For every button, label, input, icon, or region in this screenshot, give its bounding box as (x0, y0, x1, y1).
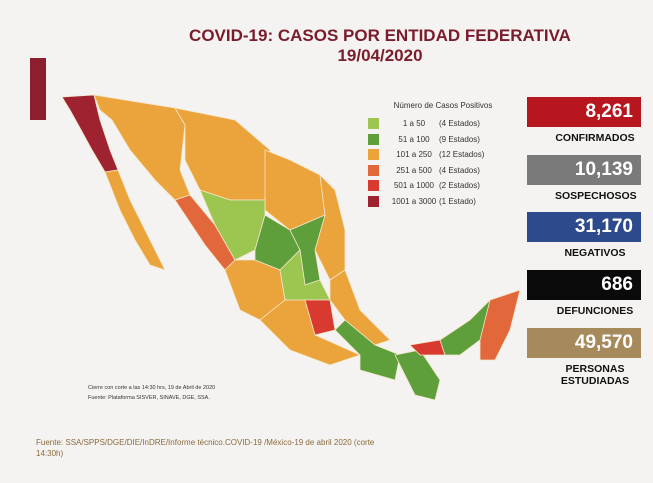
legend-count: (9 Estados) (439, 134, 480, 144)
legend-swatch (368, 195, 379, 207)
state (104, 169, 166, 271)
legend-swatch (368, 164, 379, 176)
title: COVID-19: CASOS POR ENTIDAD FEDERATIVA (189, 26, 571, 45)
legend-count: (2 Estados) (439, 181, 480, 191)
note: Fuente: Plataforma SISVER, SINAVE, DGE, … (88, 395, 210, 401)
legend-swatch (368, 180, 379, 192)
legend-swatch (368, 149, 379, 161)
stat-label: NEGATIVOS (564, 247, 626, 259)
stat: 10,139 SOSPECHOSOS (527, 155, 641, 202)
stat: 8,261 CONFIRMADOS (527, 97, 641, 144)
legend-item: 101 a 250 (12 Estados) (368, 147, 518, 163)
state (334, 319, 401, 381)
legend-rows: 1 a 50 (4 Estados) 51 a 100 (9 Estados) 101 … (368, 116, 518, 209)
legend-count: (12 Estados) (439, 150, 485, 160)
legend-swatch (368, 133, 379, 145)
legend-item: 1001 a 3000 (1 Estado) (368, 194, 518, 210)
footer: Fuente: SSA/SPPS/DGE/DIE/InDRE/Informe t… (36, 438, 375, 458)
stat: 31,170 NEGATIVOS (527, 212, 641, 259)
legend-item: 501 a 1000 (2 Estados) (368, 178, 518, 194)
legend-item: 51 a 100 (9 Estados) (368, 132, 518, 148)
legend-item: 1 a 50 (4 Estados) (368, 116, 518, 132)
state (174, 107, 271, 201)
date: 19/04/2020 (337, 46, 423, 65)
stat-value: 8,261 (527, 97, 641, 127)
stat-label: SOSPECHOSOS (555, 190, 637, 202)
state (329, 269, 391, 346)
legend-range: 101 a 250 (396, 150, 432, 160)
legend-range: 251 a 500 (396, 165, 432, 175)
note: Cierre con corte a las 14:30 hrs, 19 de … (88, 385, 216, 391)
stat-value: 49,570 (527, 328, 641, 358)
accent-bar (30, 58, 46, 120)
state (264, 149, 326, 231)
legend-range: 1001 a 3000 (391, 196, 437, 206)
stat-value: 10,139 (527, 155, 641, 185)
stat: 686 DEFUNCIONES (527, 270, 641, 317)
stat-label: CONFIRMADOS (555, 132, 635, 144)
state (479, 289, 521, 361)
stat-label: PERSONAS ESTUDIADAS (560, 363, 630, 387)
state (259, 299, 362, 366)
stat-value: 31,170 (527, 212, 641, 242)
legend-range: 1 a 50 (402, 119, 426, 129)
legend-range: 501 a 1000 (393, 181, 435, 191)
stat-value: 686 (527, 270, 641, 300)
stat-label: DEFUNCIONES (556, 305, 634, 317)
legend-swatch (368, 118, 379, 130)
state (394, 349, 441, 401)
stat: 49,570 PERSONAS ESTUDIADAS (527, 328, 641, 387)
legend-count: (1 Estado) (439, 196, 476, 206)
legend-item: 251 a 500 (4 Estados) (368, 163, 518, 179)
legend-range: 51 a 100 (398, 134, 430, 144)
legend-count: (4 Estados) (439, 119, 480, 129)
legend-count: (4 Estados) (439, 165, 480, 175)
legend: Número de Casos Positivos 1 a 50 (4 Estad… (368, 101, 518, 209)
legend-title: Número de Casos Positivos (393, 101, 493, 110)
